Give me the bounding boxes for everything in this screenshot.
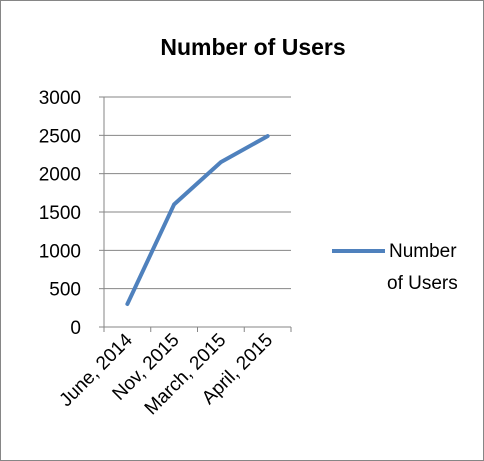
chart-title: Number of Users [160,34,345,60]
y-tick-label: 3000 [39,88,81,109]
legend-label-line2: of Users [387,273,458,294]
y-tick-label: 2000 [39,165,81,186]
y-tick-label: 2500 [39,126,81,147]
y-tick-label: 500 [49,280,81,301]
y-tick-label: 0 [70,318,81,339]
y-tick-label: 1000 [39,241,81,262]
series-line [125,134,270,306]
legend-label-line1: Number [389,241,457,262]
y-tick-label: 1500 [39,203,81,224]
